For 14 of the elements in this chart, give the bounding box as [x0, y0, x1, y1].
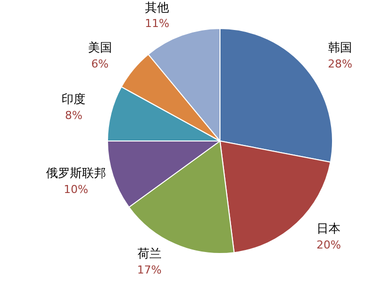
slice-label: 俄罗斯联邦 [46, 166, 106, 180]
slice-label: 其他 [145, 0, 170, 14]
slice-label: 日本 [316, 222, 341, 236]
data-label: 6% [91, 57, 109, 70]
slice-label: 荷兰 [137, 246, 162, 261]
slice-label: 韩国 [328, 40, 352, 55]
data-label: 17% [137, 263, 162, 276]
data-label: 8% [64, 108, 82, 122]
data-label: 10% [64, 182, 88, 196]
slice-label: 印度 [62, 92, 86, 106]
data-label: 28% [328, 57, 352, 70]
slice-label: 美国 [88, 40, 112, 55]
data-label: 11% [144, 17, 170, 30]
data-label: 20% [316, 238, 341, 252]
